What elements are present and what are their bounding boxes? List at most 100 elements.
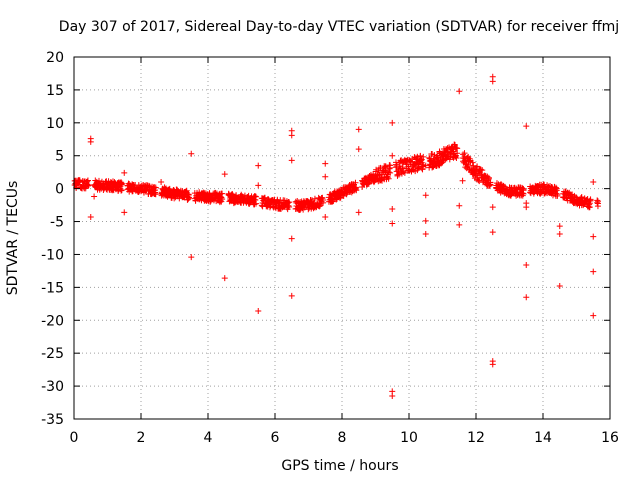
data-point bbox=[586, 204, 593, 211]
data-point bbox=[578, 194, 585, 201]
y-tick-label: -30 bbox=[41, 379, 64, 395]
outlier-point bbox=[322, 160, 329, 167]
chart-title: Day 307 of 2017, Sidereal Day-to-day VTE… bbox=[59, 19, 619, 35]
data-point bbox=[387, 169, 394, 176]
outlier-point bbox=[456, 221, 463, 228]
data-point bbox=[419, 166, 426, 173]
data-point bbox=[185, 191, 192, 198]
data-point bbox=[385, 175, 392, 182]
outlier-point bbox=[158, 179, 165, 186]
data-point bbox=[252, 200, 259, 207]
outlier-point bbox=[188, 254, 195, 261]
data-point bbox=[587, 196, 594, 203]
data-point bbox=[152, 191, 159, 198]
outlier-point bbox=[389, 119, 396, 126]
data-point bbox=[400, 168, 407, 175]
x-axis-label: GPS time / hours bbox=[281, 458, 398, 474]
outlier-point bbox=[389, 152, 396, 159]
data-point bbox=[286, 199, 293, 206]
outlier-point bbox=[590, 312, 597, 319]
data-point bbox=[417, 152, 424, 159]
x-tick-label: 4 bbox=[204, 430, 213, 446]
outlier-point bbox=[288, 292, 295, 299]
data-point bbox=[454, 145, 461, 152]
outlier-point bbox=[489, 361, 496, 368]
data-point bbox=[426, 154, 433, 161]
data-point bbox=[84, 178, 91, 185]
outlier-point bbox=[389, 206, 396, 213]
data-point bbox=[552, 184, 559, 191]
y-tick-label: -25 bbox=[41, 346, 64, 362]
outlier-point bbox=[556, 231, 563, 238]
outlier-point bbox=[87, 138, 94, 145]
data-point bbox=[437, 150, 444, 157]
outlier-point bbox=[523, 204, 530, 211]
data-point bbox=[219, 196, 226, 203]
data-point bbox=[469, 159, 476, 166]
outlier-point bbox=[255, 182, 262, 189]
y-tick-label: -20 bbox=[41, 313, 64, 329]
data-point bbox=[446, 156, 453, 163]
data-point bbox=[586, 201, 593, 208]
data-point bbox=[166, 185, 173, 192]
y-tick-label: 0 bbox=[55, 182, 64, 198]
outlier-point bbox=[590, 268, 597, 275]
data-point bbox=[594, 200, 601, 207]
x-tick-label: 16 bbox=[601, 430, 619, 446]
data-point bbox=[382, 163, 389, 170]
data-point bbox=[330, 197, 337, 204]
grid-lines bbox=[74, 57, 610, 419]
outlier-point bbox=[255, 162, 262, 169]
data-point bbox=[418, 156, 425, 163]
outlier-point bbox=[87, 213, 94, 220]
data-point bbox=[474, 163, 481, 170]
data-point bbox=[320, 197, 327, 204]
outlier-point bbox=[422, 162, 429, 169]
y-tick-label: 10 bbox=[46, 116, 64, 132]
outlier-point bbox=[221, 275, 228, 282]
x-tick-label: 6 bbox=[271, 430, 280, 446]
data-point bbox=[118, 181, 125, 188]
data-point bbox=[451, 154, 458, 161]
outlier-point bbox=[121, 209, 128, 216]
data-point bbox=[85, 181, 92, 188]
data-point bbox=[461, 150, 468, 157]
data-point bbox=[185, 191, 192, 198]
outlier-point bbox=[556, 223, 563, 230]
y-tick-label: 5 bbox=[55, 149, 64, 165]
data-point bbox=[399, 164, 406, 171]
data-point bbox=[485, 174, 492, 181]
outlier-point bbox=[523, 123, 530, 130]
x-tick-label: 8 bbox=[338, 430, 347, 446]
y-tick-label: -15 bbox=[41, 280, 64, 296]
outlier-point bbox=[523, 294, 530, 301]
x-tick-label: 0 bbox=[70, 430, 79, 446]
outlier-point bbox=[355, 146, 362, 153]
data-point bbox=[152, 187, 159, 194]
x-tick-label: 14 bbox=[534, 430, 552, 446]
outlier-point bbox=[422, 217, 429, 224]
outlier-point bbox=[556, 283, 563, 290]
y-tick-label: -5 bbox=[50, 215, 64, 231]
data-point bbox=[437, 160, 444, 167]
y-axis-label: SDTVAR / TECUs bbox=[5, 181, 21, 296]
outlier-point bbox=[91, 193, 98, 200]
data-point bbox=[219, 190, 226, 197]
data-point bbox=[171, 195, 178, 202]
data-point bbox=[520, 186, 527, 193]
data-point bbox=[420, 153, 427, 160]
data-point bbox=[470, 162, 477, 169]
data-point bbox=[594, 199, 601, 206]
data-point bbox=[554, 191, 561, 198]
data-point bbox=[252, 193, 259, 200]
outlier-point bbox=[355, 209, 362, 216]
outlier-point bbox=[422, 192, 429, 199]
data-point bbox=[353, 184, 360, 191]
data-point bbox=[365, 176, 372, 183]
data-point bbox=[465, 162, 472, 169]
data-point bbox=[284, 200, 291, 207]
data-point bbox=[146, 182, 153, 189]
outlier-point bbox=[355, 126, 362, 133]
outlier-point bbox=[489, 229, 496, 236]
outlier-point bbox=[255, 308, 262, 315]
